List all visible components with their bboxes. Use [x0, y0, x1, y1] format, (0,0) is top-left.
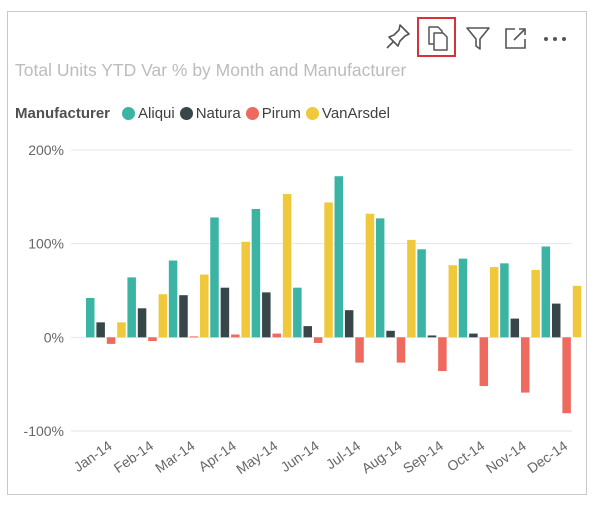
bar-natura-jul-14[interactable]: [344, 310, 354, 338]
x-tick-label: Mar-14: [152, 437, 198, 476]
bar-natura-oct-14[interactable]: [469, 333, 478, 338]
x-tick-label: Aug-14: [359, 437, 405, 476]
bar-vanarsdel-jul-14[interactable]: [365, 213, 375, 338]
bar-vanarsdel-apr-14[interactable]: [241, 241, 250, 338]
y-tick-label: 0%: [44, 329, 64, 345]
legend-item-vanarsdel[interactable]: VanArsdel: [305, 104, 391, 122]
bar-pirum-apr-14[interactable]: [231, 334, 240, 338]
legend-item-aliqui[interactable]: Aliqui: [122, 105, 175, 122]
legend-item-natura[interactable]: Natura: [179, 104, 241, 122]
bar-vanarsdel-jan-14[interactable]: [117, 322, 126, 338]
bar-aliqui-mar-14[interactable]: [168, 260, 178, 338]
legend-marker-natura: [179, 106, 193, 120]
legend-label-pirum: Pirum: [261, 104, 301, 122]
x-tick-label: Apr-14: [195, 437, 239, 474]
x-tick-label: Sep-14: [400, 437, 446, 476]
bar-natura-jan-14[interactable]: [96, 322, 105, 338]
bar-aliqui-dec-14[interactable]: [541, 246, 551, 338]
y-tick-label: 100%: [28, 236, 64, 252]
bar-pirum-feb-14[interactable]: [148, 337, 157, 342]
copy-visual-icon[interactable]: [419, 17, 455, 57]
legend-label-vanarsdel: VanArsdel: [321, 104, 391, 122]
bar-aliqui-jul-14[interactable]: [334, 176, 344, 338]
bar-vanarsdel-aug-14[interactable]: [407, 239, 416, 338]
bar-vanarsdel-feb-14[interactable]: [158, 294, 168, 338]
bar-aliqui-feb-14[interactable]: [127, 277, 136, 338]
pin-icon[interactable]: [380, 17, 416, 57]
x-tick-label: May-14: [233, 437, 281, 477]
bar-natura-sep-14[interactable]: [427, 335, 437, 338]
bar-pirum-jun-14[interactable]: [313, 337, 323, 343]
clustered-column-chart: -100% 0% 100% 200% Jan-14Feb-14Mar-14Apr-14M…: [24, 142, 582, 477]
bar-aliqui-oct-14[interactable]: [458, 258, 468, 338]
bar-pirum-jan-14[interactable]: [106, 337, 116, 344]
legend-label-aliqui: Aliqui: [138, 104, 175, 122]
bar-aliqui-jan-14[interactable]: [86, 297, 95, 338]
x-tick-label: Jun-14: [278, 437, 322, 475]
bar-vanarsdel-jun-14[interactable]: [324, 202, 333, 338]
legend-marker-aliqui: [122, 106, 136, 120]
bar-vanarsdel-may-14[interactable]: [282, 194, 292, 338]
bar-aliqui-nov-14[interactable]: [500, 263, 509, 338]
legend-title: Manufacturer: [15, 104, 111, 122]
bar-natura-mar-14[interactable]: [179, 295, 188, 338]
legend-item-pirum[interactable]: Pirum: [245, 104, 301, 122]
bar-natura-dec-14[interactable]: [551, 303, 561, 338]
bar-pirum-mar-14[interactable]: [189, 336, 199, 338]
bar-pirum-may-14[interactable]: [272, 333, 281, 338]
x-tick-label: Feb-14: [111, 437, 157, 476]
bar-natura-aug-14[interactable]: [386, 330, 395, 338]
more-options-icon[interactable]: [538, 17, 574, 57]
y-tick-label: 200%: [28, 142, 64, 158]
bar-pirum-aug-14[interactable]: [396, 337, 406, 363]
bar-pirum-nov-14[interactable]: [520, 337, 530, 393]
legend: Manufacturer Aliqui Natura Pirum VanArsd…: [15, 102, 395, 124]
filter-icon[interactable]: [459, 17, 495, 57]
bar-aliqui-jun-14[interactable]: [293, 287, 302, 338]
x-tick-label: Nov-14: [483, 437, 529, 476]
bar-pirum-jul-14[interactable]: [355, 337, 364, 363]
bar-natura-nov-14[interactable]: [510, 318, 520, 338]
visual-title: Total Units YTD Var % by Month and Manuf…: [15, 60, 407, 80]
legend-marker-pirum: [245, 106, 259, 120]
visual-container[interactable]: [7, 11, 587, 495]
x-tick-label: Jul-14: [323, 437, 364, 472]
legend-marker-vanarsdel: [305, 106, 319, 120]
bar-vanarsdel-dec-14[interactable]: [572, 285, 582, 338]
bar-natura-may-14[interactable]: [262, 292, 271, 338]
legend-label-natura: Natura: [195, 104, 241, 122]
bar-vanarsdel-sep-14[interactable]: [448, 265, 458, 338]
bar-natura-jun-14[interactable]: [303, 326, 312, 338]
bar-natura-apr-14[interactable]: [220, 287, 230, 338]
bar-pirum-oct-14[interactable]: [479, 337, 489, 387]
y-tick-label: -100%: [24, 423, 64, 439]
bar-vanarsdel-oct-14[interactable]: [489, 267, 499, 338]
bar-vanarsdel-mar-14[interactable]: [200, 274, 209, 338]
bar-vanarsdel-nov-14[interactable]: [531, 269, 540, 338]
x-tick-label: Oct-14: [444, 437, 488, 474]
bar-aliqui-aug-14[interactable]: [375, 218, 385, 338]
x-tick-label: Jan-14: [71, 437, 115, 475]
bar-pirum-dec-14[interactable]: [562, 337, 571, 414]
bar-aliqui-may-14[interactable]: [251, 209, 261, 338]
bar-pirum-sep-14[interactable]: [438, 337, 447, 372]
visual-header-toolbar: [0, 17, 600, 57]
x-tick-label: Dec-14: [524, 437, 570, 476]
bar-aliqui-apr-14[interactable]: [210, 217, 219, 338]
bar-natura-feb-14[interactable]: [137, 308, 147, 338]
bar-aliqui-sep-14[interactable]: [417, 249, 426, 338]
focus-mode-icon[interactable]: [497, 17, 533, 57]
